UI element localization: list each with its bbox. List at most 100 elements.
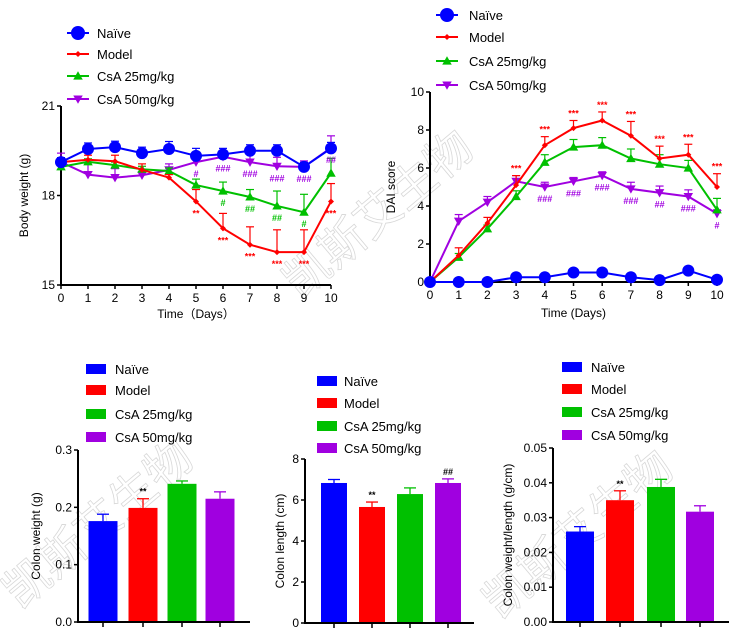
data-point [325, 142, 337, 155]
legend-label: Naïve [115, 362, 149, 377]
legend-label: Model [591, 382, 627, 397]
line-chart-body-weight: Naïve Model CsA 25mg/kg CsA 50mg/kg 0 1 2 3 4 5 6 7… [17, 26, 338, 321]
legend-label: Naïve [97, 26, 131, 41]
data-point [513, 182, 520, 189]
data-point [626, 185, 636, 194]
y-tick-label: 0.02 [524, 545, 548, 559]
y-tick-label: 6 [417, 161, 424, 175]
bar [359, 506, 385, 623]
data-point [274, 249, 280, 256]
legend-label: Naïve [591, 360, 625, 375]
legend-marker-icon [440, 8, 454, 22]
data-point [714, 184, 720, 190]
legend-marker-icon [71, 26, 85, 40]
y-axis-title: Body weight (g) [17, 154, 31, 237]
bar [167, 483, 197, 622]
legend-label: Naïve [344, 374, 378, 389]
legend-item: Model [562, 382, 627, 397]
bar-chart-colon-weight: Naïve Model CsA 25mg/kg CsA 50mg/kg ** 0.0 0.1… [29, 362, 250, 629]
data-point [654, 189, 665, 198]
significance-label: ## [326, 155, 336, 165]
y-tick-label: 18 [42, 189, 56, 203]
legend-item: CsA 50mg/kg [67, 92, 174, 107]
legend-swatch-icon [86, 409, 106, 419]
y-tick-label: 0.2 [55, 500, 72, 514]
legend-marker-icon [73, 95, 83, 104]
data-point [654, 159, 665, 168]
data-point [163, 142, 175, 155]
y-axis-title: Colon weight (g) [29, 492, 43, 579]
significance-label: *** [245, 252, 256, 262]
data-point [627, 132, 634, 139]
legend-swatch-icon [317, 443, 337, 453]
data-point [656, 155, 663, 162]
line-charts: Naïve Model CsA 25mg/kg CsA 50mg/kg 0 1 2 3 4 5 6 7… [17, 8, 724, 321]
data-point [568, 177, 579, 187]
significance-label: ## [443, 467, 453, 477]
y-axis-title: Colon length (cm) [273, 494, 287, 589]
data-point [245, 192, 255, 201]
legend-item: CsA 50mg/kg [562, 428, 668, 443]
significance-label: ### [537, 194, 552, 204]
significance-label: ** [139, 487, 147, 497]
legend-label: CsA 50mg/kg [469, 78, 546, 93]
data-point [83, 171, 93, 180]
legend-swatch-icon [317, 421, 337, 431]
data-point [540, 183, 550, 192]
x-tick-label: 6 [599, 288, 606, 302]
y-tick-label: 0.03 [524, 511, 548, 525]
data-point [682, 264, 695, 277]
legend-label: CsA 25mg/kg [469, 54, 546, 69]
significance-label: *** [326, 208, 337, 218]
legend-label: Naïve [469, 8, 503, 23]
legend-label: Model [97, 47, 133, 62]
data-point [271, 144, 283, 157]
x-axis-title: Time（Days） [157, 307, 235, 321]
significance-label: *** [712, 162, 723, 172]
x-tick-label: 6 [220, 291, 227, 305]
x-tick-label: 10 [710, 288, 724, 302]
significance-label: *** [511, 164, 522, 174]
y-tick-label: 2 [292, 575, 299, 589]
significance-label: ### [566, 188, 581, 198]
data-point [190, 149, 202, 162]
y-tick-label: 0 [417, 275, 424, 289]
data-point [326, 168, 336, 177]
legend-swatch-icon [562, 362, 582, 372]
y-tick-label: 4 [417, 199, 424, 213]
data-point [82, 142, 94, 155]
data-point [568, 142, 579, 151]
data-point [538, 271, 551, 284]
x-tick-label: 3 [513, 288, 520, 302]
x-tick-label: 4 [541, 288, 548, 302]
significance-label: ### [623, 196, 638, 206]
legend-label: CsA 50mg/kg [97, 92, 174, 107]
significance-label: ### [296, 174, 311, 184]
y-tick-label: 8 [292, 452, 299, 466]
data-point [136, 147, 148, 160]
data-point [298, 160, 310, 173]
data-point [299, 207, 309, 216]
legend-item: Model [436, 30, 505, 45]
data-point [55, 156, 67, 169]
significance-label: # [301, 219, 306, 229]
significance-label: *** [568, 109, 579, 119]
data-point [484, 220, 491, 227]
data-point [328, 198, 334, 205]
bar [321, 482, 347, 623]
x-tick-label: 8 [656, 288, 663, 302]
significance-label: *** [540, 125, 551, 135]
legend-item: Naïve [67, 26, 131, 41]
data-point [110, 174, 120, 183]
legend-item: Model [317, 396, 380, 411]
series-0 [424, 264, 723, 288]
legend-label: CsA 50mg/kg [591, 428, 668, 443]
legend-swatch-icon [86, 432, 106, 442]
data-point [137, 171, 147, 180]
x-tick-label: 3 [139, 291, 146, 305]
data-point [482, 198, 493, 207]
x-tick-label: 8 [274, 291, 281, 305]
data-point [624, 271, 637, 284]
x-tick-label: 0 [58, 291, 65, 305]
